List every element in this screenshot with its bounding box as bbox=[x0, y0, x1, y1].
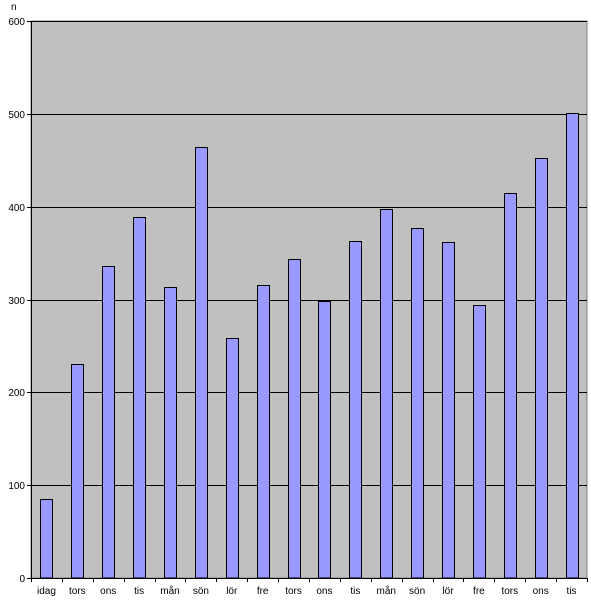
gridlines bbox=[27, 21, 587, 579]
bar-lör-6 bbox=[226, 338, 239, 579]
x-tick-label: fre bbox=[473, 586, 485, 597]
x-tick-label: lör bbox=[226, 586, 238, 597]
bar-tors-15 bbox=[504, 193, 517, 579]
axes bbox=[31, 21, 588, 582]
x-tick-label: mån bbox=[376, 585, 395, 597]
y-tick-label: 200 bbox=[8, 388, 25, 399]
bar-fre-7 bbox=[257, 285, 270, 579]
bar-tors-1 bbox=[71, 364, 84, 579]
y-tick-label: 0 bbox=[19, 574, 25, 585]
bar-tis-10 bbox=[349, 241, 362, 579]
y-tick-label: 300 bbox=[8, 296, 25, 307]
x-tick-label: tis bbox=[567, 586, 577, 597]
bar-ons-16 bbox=[535, 158, 548, 579]
bar-sön-12 bbox=[411, 228, 424, 579]
x-tick-label: lör bbox=[442, 586, 454, 597]
x-tick-labels: idag tors ons tis mån sön lör fre tors ons tis mån s… bbox=[37, 585, 577, 597]
x-tick-label: tors bbox=[501, 586, 518, 597]
x-tick-label: tors bbox=[285, 586, 302, 597]
x-tick-label: ons bbox=[533, 586, 549, 597]
y-axis-label: n bbox=[11, 2, 17, 13]
x-tick-label: fre bbox=[257, 586, 269, 597]
bar-tors-8 bbox=[288, 259, 301, 579]
y-tick-label: 400 bbox=[8, 203, 25, 214]
bars bbox=[40, 113, 579, 579]
bar-ons-9 bbox=[318, 301, 331, 579]
x-tick-label: ons bbox=[100, 586, 116, 597]
y-tick-label: 500 bbox=[8, 110, 25, 121]
y-tick-labels: 0 100 200 300 400 500 600 bbox=[8, 17, 25, 585]
bar-fre-14 bbox=[473, 305, 486, 579]
bar-idag-0 bbox=[40, 499, 53, 579]
bar-mån-11 bbox=[380, 209, 393, 579]
bar-tis-3 bbox=[133, 217, 146, 579]
bar-tis-17 bbox=[566, 113, 579, 579]
x-tick-label: sön bbox=[409, 586, 425, 597]
x-tick-label: mån bbox=[160, 585, 179, 597]
y-tick-label: 600 bbox=[8, 17, 25, 28]
bar-lör-13 bbox=[442, 242, 455, 579]
bar-sön-5 bbox=[195, 147, 208, 579]
x-tick-label: tis bbox=[350, 586, 360, 597]
x-tick-label: tis bbox=[134, 586, 144, 597]
x-tick-label: idag bbox=[37, 586, 56, 597]
x-tick-label: tors bbox=[69, 586, 86, 597]
bar-ons-2 bbox=[102, 266, 115, 579]
x-tick-label: ons bbox=[316, 586, 332, 597]
y-tick-label: 100 bbox=[8, 481, 25, 492]
bar-mån-4 bbox=[164, 287, 177, 579]
x-tick-label: sön bbox=[193, 586, 209, 597]
